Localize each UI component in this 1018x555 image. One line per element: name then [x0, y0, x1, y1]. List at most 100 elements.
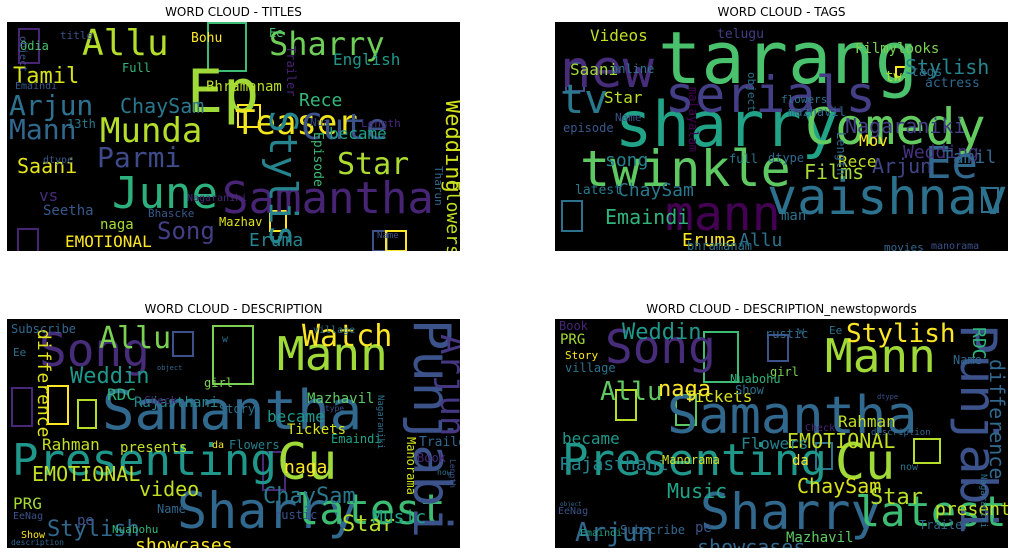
cloud-word: Nagaraniki: [845, 114, 966, 138]
panel-title-titles: WORD CLOUD - TITLES: [165, 5, 302, 19]
glyph-box: [913, 438, 941, 464]
glyph-box: [47, 385, 69, 425]
cloud-word: full: [729, 152, 758, 166]
cloud-word: bhramanam: [687, 239, 753, 251]
cloud-word: Odia: [20, 39, 49, 53]
cloud-word: Tickets: [685, 387, 753, 406]
cloud-word: naga: [658, 377, 711, 402]
cloud-word: Cute: [301, 107, 388, 148]
cloud-word: showcases: [135, 535, 233, 549]
cloud-word: Bhramanam: [206, 79, 282, 95]
cloud-word: showcases: [697, 535, 806, 548]
cloud-word: Star: [342, 512, 395, 537]
cloud-word: Arjun: [432, 334, 460, 437]
cloud-word: Arjun: [575, 518, 654, 548]
cloud-word: Tickets: [287, 422, 347, 438]
cloud-word: tarang: [658, 22, 919, 100]
cloud-word: actress: [925, 76, 980, 91]
panel-title-description: WORD CLOUD - DESCRIPTION: [144, 302, 323, 316]
cloud-word: object: [17, 36, 28, 73]
cloud-word: vs: [39, 186, 59, 205]
cloud-word: presents: [120, 440, 188, 456]
cloud-word: pe: [695, 520, 712, 536]
cloud-word: da: [792, 453, 809, 469]
cloud-word: Mann: [277, 327, 388, 381]
cloud-word: Eruma: [682, 230, 737, 251]
cloud-word: Nagaraniki: [978, 474, 988, 529]
cloud-word: latest: [294, 485, 446, 534]
cloud-word: village: [313, 325, 356, 336]
cloud-word: EeNag: [558, 506, 589, 517]
cloud-word: object: [560, 501, 582, 508]
cloud-word: Samantha: [667, 386, 918, 446]
glyph-box: [703, 331, 739, 383]
cloud-word: presents: [935, 499, 1008, 520]
cloud-word: Allu: [99, 321, 172, 356]
cloud-word: dtype: [877, 393, 899, 401]
cloud-word: Rahman: [42, 435, 100, 454]
cloud-word: episode: [563, 121, 614, 135]
cloud-word: Ep: [187, 57, 260, 127]
cloud-word: Check: [144, 394, 178, 407]
cloud-word: Mann: [825, 329, 936, 383]
cloud-word: Samantha: [222, 173, 434, 224]
cloud-word: 13th: [67, 117, 96, 131]
cloud-word: Emaindi: [331, 432, 382, 446]
cloud-word: Films: [804, 160, 865, 184]
cloud-word: Trailer: [284, 46, 298, 97]
cloud-word: Song: [605, 320, 716, 374]
cloud-word: mazhavil: [788, 105, 846, 119]
cloud-word: Bohu: [191, 31, 223, 46]
cloud-word: Rece: [299, 90, 343, 111]
cloud-word: Tamil: [13, 64, 80, 89]
cloud-word: Weddin: [70, 364, 150, 389]
cloud-word: Music: [372, 507, 427, 528]
cloud-word: Manorama: [662, 453, 720, 467]
cloud-word: Manorama: [404, 437, 418, 495]
cloud-word: EMOTIONAL: [787, 429, 896, 453]
word-cloud-description-newstopwords: Samantha Presenting Cu Sharry latest Punjabi M…: [555, 319, 1008, 548]
cloud-word: Arjun: [9, 89, 94, 122]
cloud-word: serials: [665, 66, 876, 124]
word-cloud-description: Samantha Presenting Cu Sharry latest Punjabi M…: [7, 319, 460, 548]
cloud-word: ChaySam: [618, 180, 694, 201]
cloud-word: dtype: [43, 155, 74, 166]
cloud-word: Subscribe: [620, 523, 686, 537]
cloud-word: rustic: [274, 508, 318, 522]
cloud-word: Flowers: [741, 434, 809, 453]
cloud-word: Munda: [100, 111, 203, 151]
cloud-word: twinkle: [580, 140, 791, 198]
glyph-box: [172, 331, 194, 357]
cloud-word: Nuabohu: [730, 372, 781, 386]
cloud-word: Mazhavil: [786, 530, 854, 546]
cloud-word: became: [329, 124, 387, 143]
glyph-box: [372, 230, 388, 251]
cloud-word: title: [60, 29, 94, 42]
cloud-word: w: [222, 334, 229, 345]
cloud-word: Length: [361, 117, 401, 130]
cloud-word: Rajasthani: [560, 454, 669, 475]
cloud-word: manorama: [931, 241, 980, 252]
cloud-word: Filmylooks: [855, 41, 940, 57]
cloud-word: online: [611, 62, 655, 76]
cloud-word: new: [560, 40, 654, 100]
glyph-box: [262, 451, 286, 491]
cloud-word: pe: [77, 513, 94, 529]
cloud-word: Presenting: [12, 435, 277, 486]
cloud-word: latest: [575, 183, 622, 198]
cloud-word: Videos: [590, 26, 648, 45]
cloud-word: tv: [560, 77, 609, 123]
cloud-word: Ee: [269, 26, 284, 40]
cloud-word: naga: [284, 457, 328, 478]
glyph-box: [981, 187, 999, 213]
cloud-word: Rajasthani: [134, 395, 219, 411]
cloud-word: Check: [805, 423, 836, 434]
cloud-word: Story: [565, 349, 599, 362]
cloud-word: Song: [157, 217, 215, 245]
cloud-word: vaishnav: [767, 168, 1008, 226]
cloud-word: Nagaraniki: [187, 193, 248, 204]
cloud-word: EMOTIONAL: [65, 232, 152, 251]
cloud-word: Song: [39, 323, 150, 377]
cloud-word: Mov: [859, 131, 888, 150]
glyph-box: [77, 399, 97, 429]
